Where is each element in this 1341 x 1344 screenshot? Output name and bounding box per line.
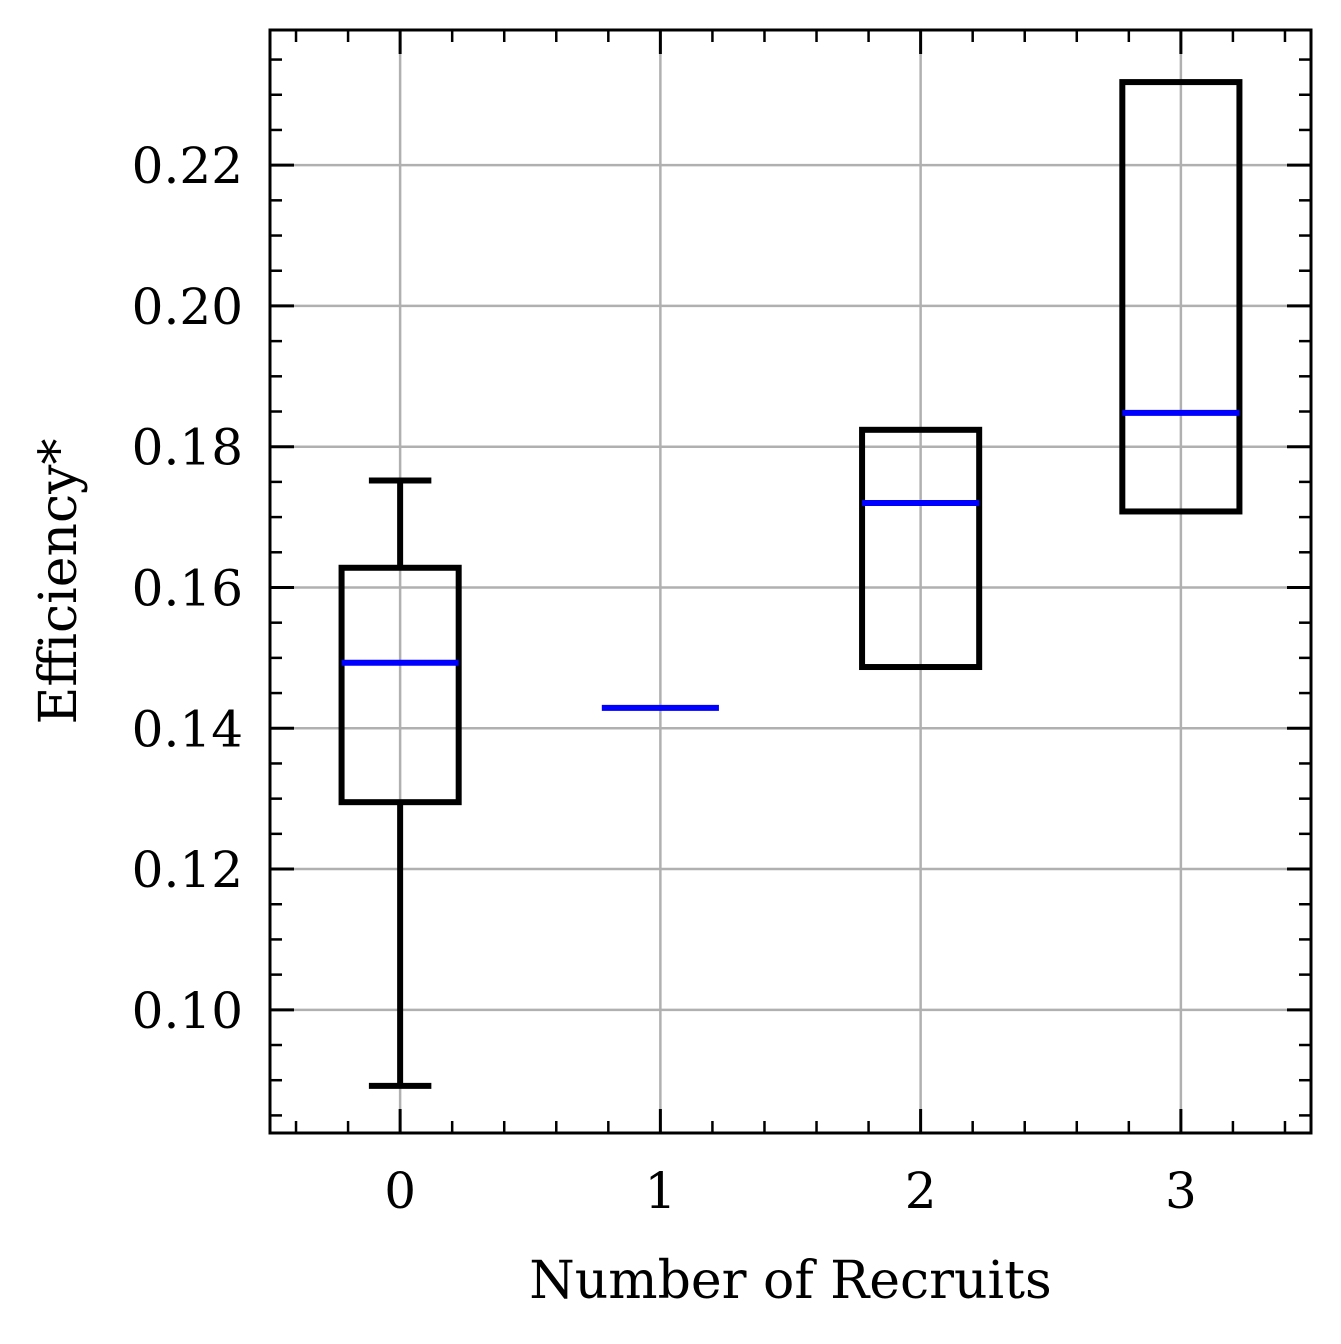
axis-ticks bbox=[270, 30, 1311, 1133]
x-tick-label: 0 bbox=[384, 1162, 416, 1220]
y-tick-label: 0.12 bbox=[132, 841, 243, 899]
y-tick-label: 0.20 bbox=[132, 278, 243, 336]
y-axis-label: Efficiency* bbox=[29, 438, 89, 724]
x-tick-label: 3 bbox=[1165, 1162, 1197, 1220]
y-tick-label: 0.18 bbox=[132, 419, 243, 477]
x-tick-label: 2 bbox=[905, 1162, 937, 1220]
iqr-box bbox=[1119, 79, 1243, 515]
x-tick-labels: 0 1 2 3 bbox=[384, 1162, 1197, 1220]
y-tick-label: 0.10 bbox=[132, 982, 243, 1040]
x-axis-label: Number of Recruits bbox=[529, 1251, 1051, 1311]
box-plot-0 bbox=[338, 477, 462, 1089]
plot-frame bbox=[268, 28, 1313, 1135]
y-tick-labels: 0.10 0.12 0.14 0.16 0.18 0.20 0.22 bbox=[132, 137, 243, 1040]
box-plot-2 bbox=[859, 426, 983, 671]
box-plot-3 bbox=[1119, 79, 1243, 515]
box-plot-series bbox=[338, 79, 1243, 1089]
y-tick-label: 0.22 bbox=[132, 137, 243, 195]
y-tick-label: 0.16 bbox=[132, 559, 243, 617]
y-tick-label: 0.14 bbox=[132, 700, 243, 758]
grid-lines bbox=[270, 30, 1311, 1133]
x-tick-label: 1 bbox=[644, 1162, 676, 1220]
iqr-box bbox=[859, 426, 983, 671]
iqr-box bbox=[338, 564, 462, 806]
